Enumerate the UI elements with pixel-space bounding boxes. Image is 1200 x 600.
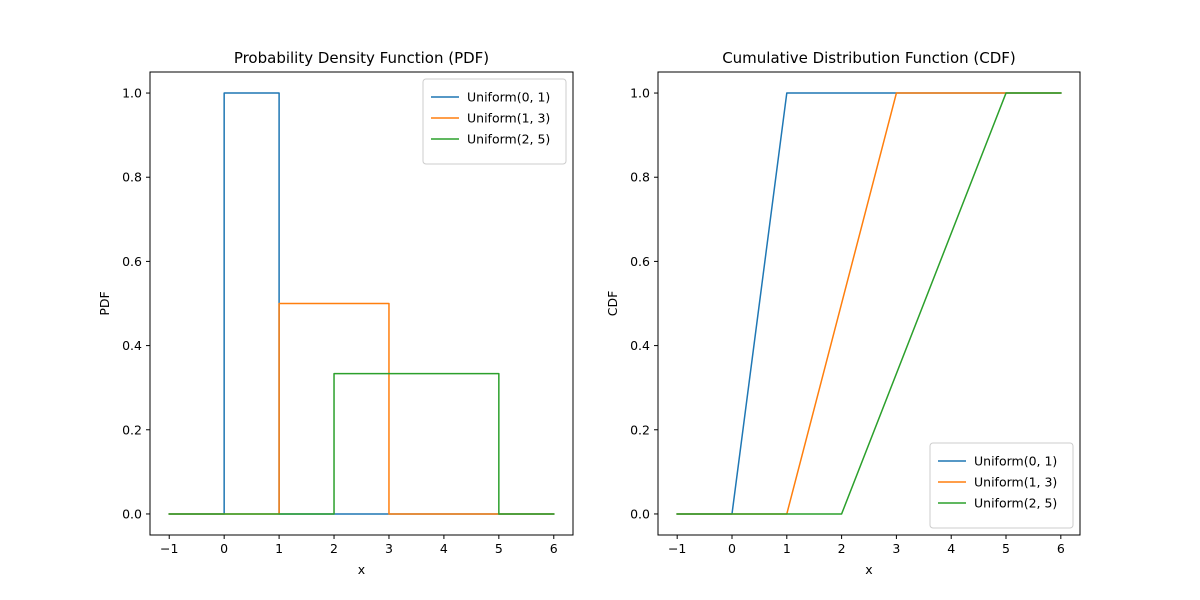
pdf-x-tick-label: 4 bbox=[440, 541, 448, 556]
cdf-chart-panel: −1 0 1 2 3 4 5 6 0.0 0.2 0.4 0.6 0.8 1.0 Cumulative Di… bbox=[605, 49, 1081, 577]
cdf-legend-label-2: Uniform(1, 3) bbox=[974, 475, 1057, 490]
pdf-y-tick-label: 0.0 bbox=[122, 506, 142, 521]
pdf-legend-label-2: Uniform(1, 3) bbox=[467, 111, 550, 126]
cdf-legend: Uniform(0, 1) Uniform(1, 3) Uniform(2, 5) bbox=[929, 442, 1074, 529]
pdf-legend-label-1: Uniform(0, 1) bbox=[467, 90, 550, 105]
pdf-y-tick-label: 0.2 bbox=[122, 422, 142, 437]
pdf-axes-frame bbox=[149, 71, 574, 536]
cdf-y-tick-label: 0.4 bbox=[630, 338, 650, 353]
pdf-y-axis-label: PDF bbox=[97, 291, 112, 315]
pdf-x-tick-label: −1 bbox=[160, 541, 178, 556]
cdf-y-tick-label: 0.0 bbox=[630, 506, 650, 521]
cdf-y-tick-label: 1.0 bbox=[630, 86, 650, 101]
cdf-axes-frame bbox=[657, 71, 1081, 536]
pdf-legend-box bbox=[422, 78, 567, 165]
cdf-x-tick-label: 4 bbox=[947, 541, 955, 556]
pdf-x-tick-label: 3 bbox=[385, 541, 393, 556]
pdf-x-axis-label: x bbox=[358, 562, 365, 577]
pdf-x-tick-label: 0 bbox=[220, 541, 228, 556]
cdf-y-axis-label: CDF bbox=[605, 291, 620, 317]
cdf-y-tick-label: 0.2 bbox=[630, 422, 650, 437]
cdf-y-tick-label: 0.8 bbox=[630, 170, 650, 185]
pdf-y-tick-label: 0.8 bbox=[122, 170, 142, 185]
pdf-x-tick-label: 5 bbox=[495, 541, 503, 556]
cdf-x-tick-label: 3 bbox=[892, 541, 900, 556]
cdf-series-line-3 bbox=[676, 92, 1062, 515]
cdf-x-tick-label: 6 bbox=[1057, 541, 1065, 556]
cdf-x-tick-label: −1 bbox=[668, 541, 686, 556]
cdf-legend-label-1: Uniform(0, 1) bbox=[974, 454, 1057, 469]
pdf-series-line-3 bbox=[168, 372, 555, 515]
cdf-x-tick-label: 2 bbox=[838, 541, 846, 556]
cdf-y-tick-label: 0.6 bbox=[630, 254, 650, 269]
pdf-y-tick-label: 1.0 bbox=[122, 86, 142, 101]
pdf-x-tick-label: 6 bbox=[550, 541, 558, 556]
pdf-legend-label-3: Uniform(2, 5) bbox=[467, 132, 550, 147]
cdf-x-axis-label: x bbox=[865, 562, 872, 577]
cdf-legend-label-3: Uniform(2, 5) bbox=[974, 496, 1057, 511]
cdf-x-tick-label: 0 bbox=[728, 541, 736, 556]
pdf-x-tick-label: 1 bbox=[275, 541, 283, 556]
pdf-y-tick-label: 0.4 bbox=[122, 338, 142, 353]
cdf-legend-box bbox=[929, 442, 1074, 529]
cdf-x-tick-label: 1 bbox=[783, 541, 791, 556]
pdf-legend: Uniform(0, 1) Uniform(1, 3) Uniform(2, 5) bbox=[422, 78, 567, 165]
pdf-series-line-2 bbox=[168, 302, 555, 515]
pdf-chart-panel: −1 0 1 2 3 4 5 6 0.0 0.2 0.4 0.6 0.8 1.0 Probability D… bbox=[97, 49, 574, 577]
pdf-x-tick-label: 2 bbox=[330, 541, 338, 556]
cdf-x-tick-label: 5 bbox=[1002, 541, 1010, 556]
pdf-y-tick-label: 0.6 bbox=[122, 254, 142, 269]
pdf-chart-title: Probability Density Function (PDF) bbox=[234, 49, 489, 67]
cdf-chart-title: Cumulative Distribution Function (CDF) bbox=[722, 49, 1016, 67]
